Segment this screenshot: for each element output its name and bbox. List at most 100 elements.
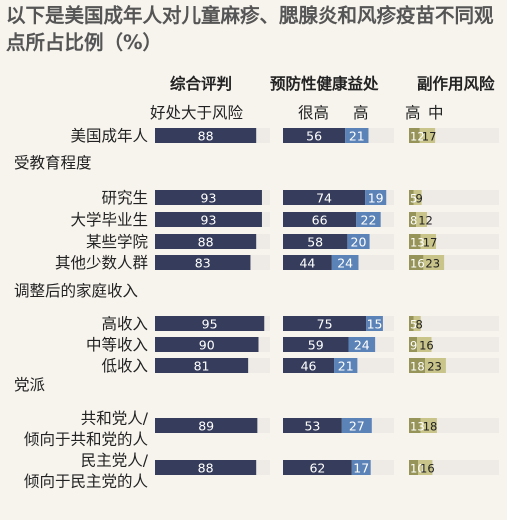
bar-se-medium xyxy=(425,358,446,373)
value-label-very-high: 46 xyxy=(301,359,317,374)
value-label-high: 17 xyxy=(353,461,369,476)
bar-overall xyxy=(155,255,251,270)
value-label-high: 20 xyxy=(351,235,367,250)
value-label-high: 21 xyxy=(349,129,365,144)
bar-high xyxy=(334,358,358,373)
value-label-overall: 93 xyxy=(201,191,217,206)
value-label-se-medium: 16 xyxy=(420,462,435,476)
value-label-overall: 88 xyxy=(198,235,214,250)
value-label-high: 27 xyxy=(349,419,365,434)
value-label-very-high: 56 xyxy=(306,129,322,144)
bar-se-medium xyxy=(417,337,432,352)
bar-very-high xyxy=(283,358,335,373)
value-label-overall: 88 xyxy=(198,461,214,476)
value-label-very-high: 75 xyxy=(317,317,333,332)
value-label-very-high: 58 xyxy=(307,235,323,250)
value-label-se-medium: 12 xyxy=(418,214,433,228)
subheader-se-medium: 中 xyxy=(428,104,444,122)
value-label-very-high: 53 xyxy=(304,419,320,434)
bar-overall xyxy=(155,316,265,331)
value-label-se-medium: 8 xyxy=(416,318,423,332)
value-label-high: 15 xyxy=(367,317,383,332)
value-label-overall: 90 xyxy=(199,338,215,353)
value-label-very-high: 66 xyxy=(312,213,328,228)
value-label-very-high: 62 xyxy=(309,461,325,476)
bar-very-high xyxy=(283,128,346,143)
bar-se-medium xyxy=(419,128,436,143)
bar-se-medium xyxy=(416,212,427,227)
row-label: 倾向于民主党的人 xyxy=(24,473,148,491)
bar-high xyxy=(366,316,383,331)
value-label-se-medium: 9 xyxy=(416,192,423,206)
value-label-se-medium: 17 xyxy=(422,130,437,144)
value-label-se-high: 12 xyxy=(410,130,425,144)
group-label: 受教育程度 xyxy=(14,154,92,172)
bar-very-high xyxy=(283,418,342,433)
bar-overall xyxy=(155,460,257,475)
bar-very-high xyxy=(283,337,349,352)
bar-overall xyxy=(155,234,257,249)
value-label-se-high: 13 xyxy=(410,236,425,250)
value-label-se-high: 9 xyxy=(410,339,417,353)
value-label-se-medium: 23 xyxy=(425,257,440,271)
value-label-se-high: 18 xyxy=(410,360,425,374)
group-label: 调整后的家庭收入 xyxy=(14,282,138,300)
bar-overall xyxy=(155,128,257,143)
bar-se-high xyxy=(409,190,414,205)
value-label-overall: 89 xyxy=(198,419,214,434)
value-label-se-medium: 23 xyxy=(427,360,442,374)
bar-se-high xyxy=(409,255,424,270)
value-label-very-high: 59 xyxy=(308,338,324,353)
bar-high xyxy=(351,460,371,475)
row-label: 低收入 xyxy=(101,357,148,375)
bar-se-high xyxy=(409,316,414,331)
value-label-se-medium: 17 xyxy=(423,236,438,250)
header-side-effect-risk: 副作用风险 xyxy=(417,75,495,93)
bar-very-high xyxy=(283,234,348,249)
bar-se-medium xyxy=(418,460,433,475)
bar-se-high xyxy=(409,418,421,433)
value-label-overall: 93 xyxy=(201,213,217,228)
bar-high xyxy=(345,128,369,143)
value-label-se-high: 16 xyxy=(410,257,425,271)
bar-high xyxy=(356,212,381,227)
group-label: 党派 xyxy=(14,376,46,394)
bar-overall xyxy=(155,212,262,227)
value-label-very-high: 74 xyxy=(316,191,332,206)
bar-se-medium xyxy=(420,418,437,433)
value-label-overall: 83 xyxy=(195,256,211,271)
subheader-high: 高 xyxy=(353,104,369,122)
subheader-very-high: 很高 xyxy=(298,104,330,122)
value-label-overall: 95 xyxy=(202,317,218,332)
bar-high xyxy=(347,234,370,249)
subheader-benefit-outweighs-risk: 好处大于风险 xyxy=(150,104,244,122)
value-label-overall: 81 xyxy=(194,359,210,374)
value-label-high: 21 xyxy=(338,359,354,374)
bar-high xyxy=(331,255,359,270)
header-overall: 综合评判 xyxy=(170,75,233,93)
bar-track xyxy=(409,212,499,227)
bar-se-medium xyxy=(420,234,436,249)
value-label-se-high: 5 xyxy=(410,192,417,206)
bar-overall xyxy=(155,337,259,352)
bar-very-high xyxy=(283,460,352,475)
bar-se-medium xyxy=(413,190,422,205)
bar-very-high xyxy=(283,190,366,205)
value-label-se-high: 8 xyxy=(410,214,417,228)
row-label: 民主党人/ xyxy=(81,452,149,470)
bar-very-high xyxy=(283,316,367,331)
row-label: 共和党人/ xyxy=(81,410,149,428)
row-label: 中等收入 xyxy=(86,336,148,354)
bar-se-high xyxy=(409,212,417,227)
bar-high xyxy=(341,418,372,433)
row-label: 倾向于共和党的人 xyxy=(24,431,148,449)
bar-high xyxy=(365,190,387,205)
bar-track xyxy=(409,190,499,205)
row-label: 研究生 xyxy=(101,189,148,207)
bar-track xyxy=(409,316,499,331)
row-label: 其他少数人群 xyxy=(55,254,148,272)
value-label-overall: 88 xyxy=(198,129,214,144)
value-label-se-medium: 18 xyxy=(423,420,438,434)
bar-se-high xyxy=(409,337,418,352)
